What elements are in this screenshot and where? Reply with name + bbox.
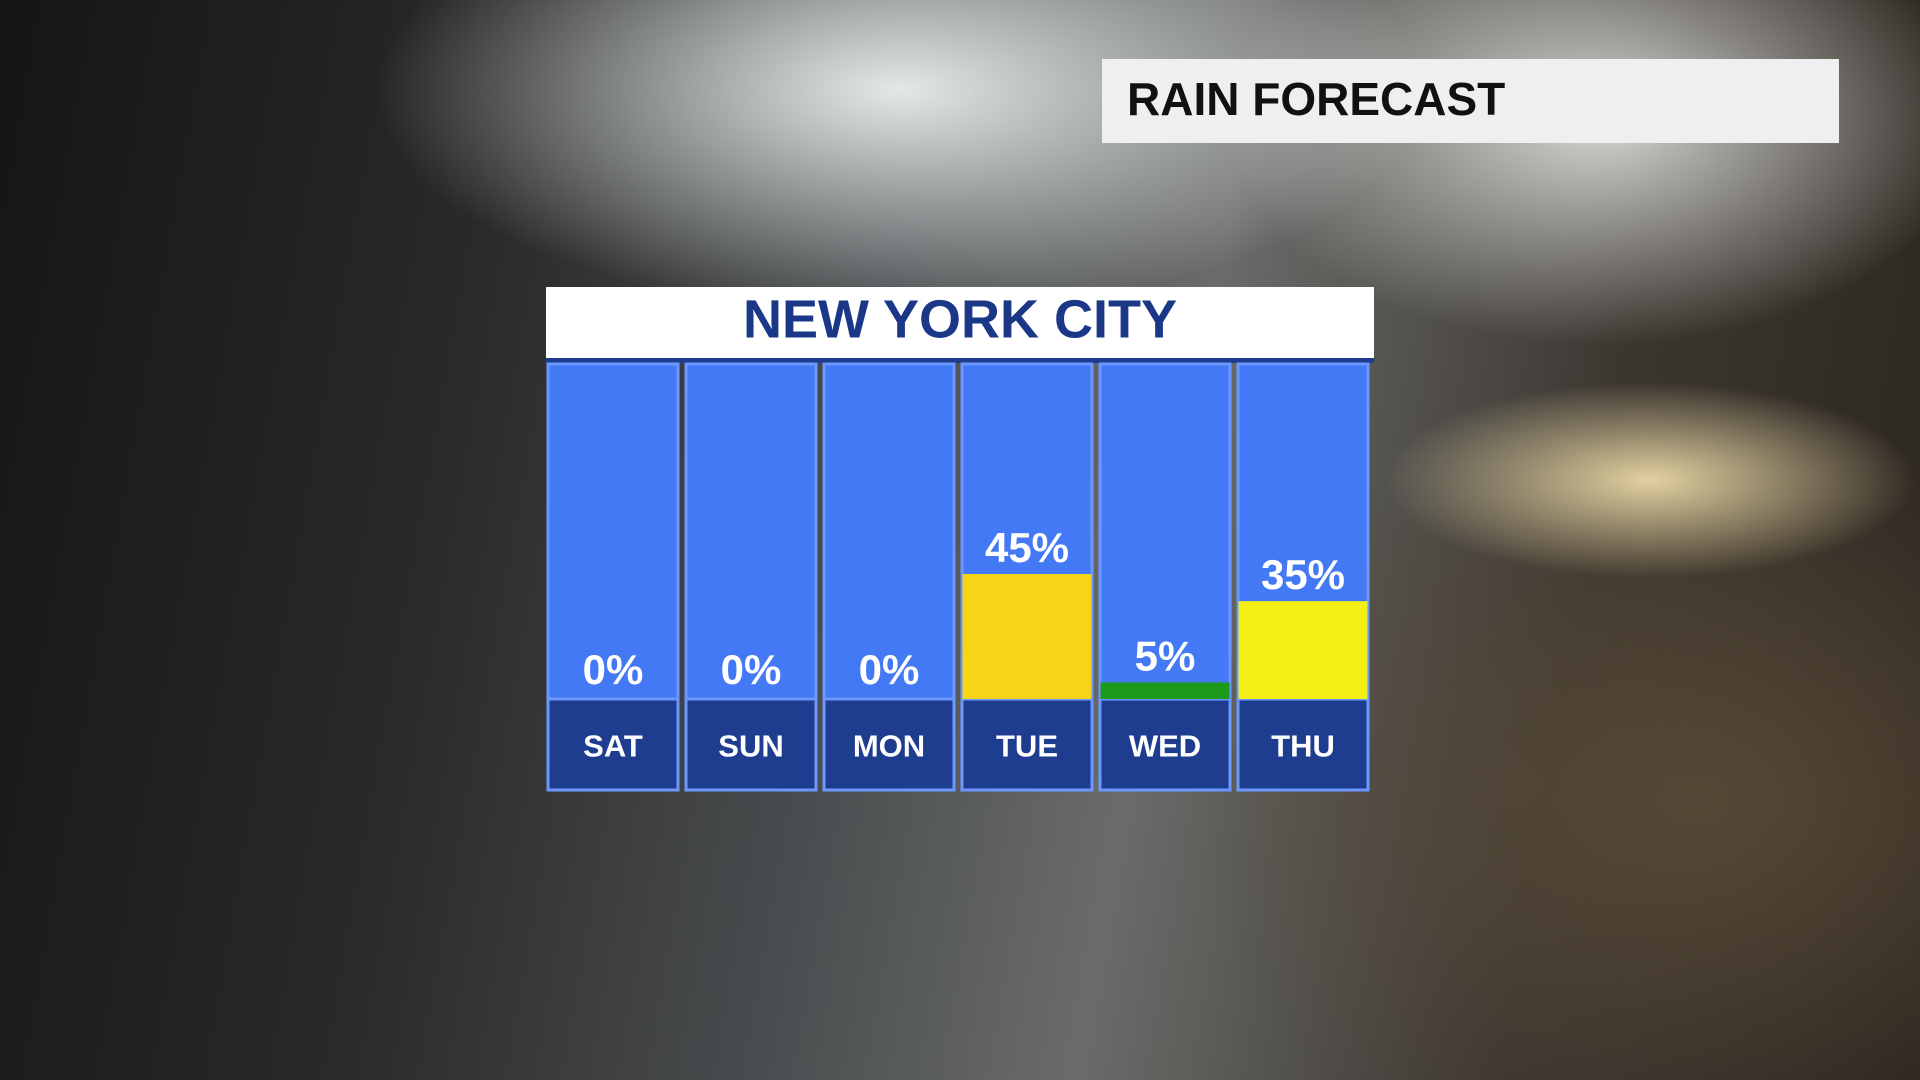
x-tick-label: SUN bbox=[718, 729, 783, 764]
header-box bbox=[1102, 59, 1839, 143]
x-tick-label: WED bbox=[1129, 729, 1201, 764]
value-label: 35% bbox=[1261, 551, 1345, 598]
bar bbox=[1238, 601, 1368, 700]
label-cell bbox=[684, 697, 818, 792]
label-cell bbox=[822, 697, 956, 792]
x-tick-label: MON bbox=[853, 729, 925, 764]
header-title: RAIN FORECAST bbox=[1127, 73, 1505, 125]
value-label: 0% bbox=[721, 646, 782, 693]
chart-title: NEW YORK CITY bbox=[743, 289, 1177, 349]
title-rule bbox=[546, 358, 1374, 363]
label-cell bbox=[1236, 697, 1370, 792]
value-label: 5% bbox=[1135, 633, 1196, 680]
bar bbox=[962, 574, 1092, 699]
label-cell bbox=[1098, 697, 1232, 792]
label-cell bbox=[546, 697, 680, 792]
x-tick-label: TUE bbox=[996, 729, 1058, 764]
x-tick-label: THU bbox=[1271, 729, 1335, 764]
chart-title-box bbox=[546, 287, 1374, 358]
value-label: 0% bbox=[583, 646, 644, 693]
value-label: 0% bbox=[859, 646, 920, 693]
value-label: 45% bbox=[985, 524, 1069, 571]
label-cell bbox=[960, 697, 1094, 792]
bar bbox=[1100, 682, 1230, 700]
x-tick-label: SAT bbox=[583, 729, 643, 764]
